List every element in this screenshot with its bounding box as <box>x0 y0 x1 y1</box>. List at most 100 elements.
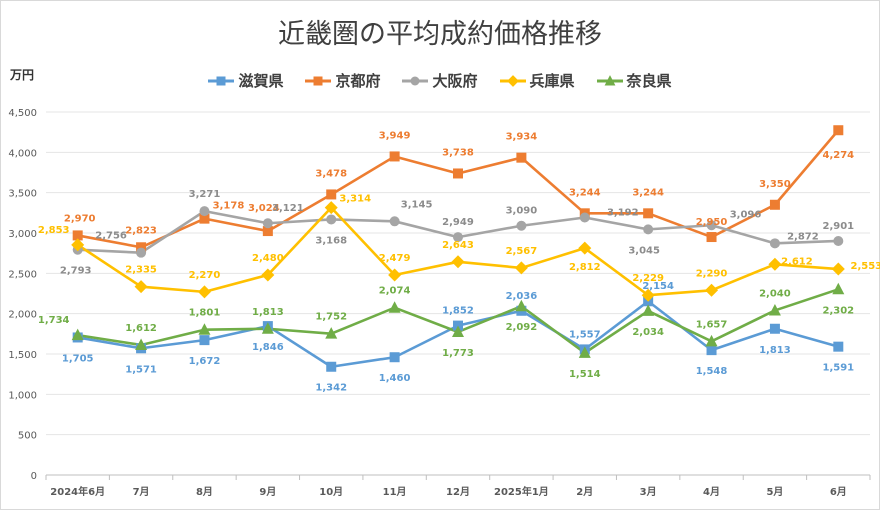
data-label: 2,901 <box>822 221 854 232</box>
data-label: 3,949 <box>379 130 411 141</box>
data-point <box>769 199 780 210</box>
data-label: 2,756 <box>95 231 127 242</box>
x-tick-label: 12月 <box>446 486 470 498</box>
data-label: 1,773 <box>442 348 474 359</box>
data-label: 2,154 <box>642 281 674 292</box>
data-label: 3,024 <box>248 203 280 214</box>
data-point <box>768 257 782 271</box>
data-label: 1,813 <box>252 307 284 318</box>
legend-item: 滋賀県 <box>208 70 283 91</box>
data-label: 1,548 <box>696 366 728 377</box>
data-point <box>833 235 844 246</box>
y-tick-label: 4,000 <box>8 148 37 159</box>
data-point <box>134 280 148 294</box>
data-label: 1,852 <box>442 306 474 317</box>
data-point <box>643 224 654 235</box>
y-tick-label: 2,500 <box>8 269 37 280</box>
legend-marker-shape <box>506 74 519 87</box>
data-point <box>831 262 845 276</box>
data-point <box>832 282 845 295</box>
data-label: 2,040 <box>759 288 791 299</box>
data-label: 3,121 <box>272 203 304 214</box>
data-point <box>706 345 717 356</box>
legend-marker <box>499 74 526 87</box>
data-label: 2,872 <box>787 231 819 242</box>
data-point <box>706 220 717 231</box>
data-point <box>515 299 528 312</box>
data-label: 2,290 <box>696 268 728 279</box>
data-point <box>516 220 527 231</box>
x-tick-label: 6月 <box>830 486 847 498</box>
x-tick-label: 7月 <box>133 486 150 498</box>
data-label: 2,823 <box>125 225 157 236</box>
legend-label: 京都府 <box>335 72 381 90</box>
data-point <box>198 323 211 335</box>
data-point <box>389 151 400 162</box>
data-label: 2,036 <box>506 291 538 302</box>
data-point <box>262 226 273 237</box>
data-point <box>833 341 844 352</box>
legend-label: 兵庫県 <box>529 72 575 90</box>
data-point <box>136 242 147 253</box>
x-tick-label: 4月 <box>703 486 720 498</box>
data-label: 1,514 <box>569 369 601 380</box>
data-label: 2,479 <box>379 253 411 264</box>
data-label: 2,480 <box>252 253 284 264</box>
data-point <box>261 268 275 282</box>
y-tick-label: 2,000 <box>8 310 37 321</box>
y-axis-unit-label: 万円 <box>10 68 35 82</box>
data-label: 1,801 <box>189 308 221 319</box>
data-point <box>642 304 655 316</box>
data-label: 3,045 <box>628 245 660 256</box>
data-label: 2,853 <box>38 225 70 236</box>
data-label: 1,734 <box>38 315 70 326</box>
x-tick-label: 10月 <box>319 486 343 498</box>
data-point <box>261 322 274 334</box>
y-tick-label: 1,500 <box>8 350 37 361</box>
data-label: 1,342 <box>315 383 347 394</box>
data-point <box>578 241 592 255</box>
data-point <box>326 361 337 372</box>
data-label: 2,270 <box>189 270 221 281</box>
legend-item: 奈良県 <box>596 70 672 91</box>
data-point <box>199 335 210 346</box>
data-point <box>326 189 337 200</box>
data-point <box>199 206 210 217</box>
x-tick-label: 2024年6月 <box>50 485 105 498</box>
data-label: 3,244 <box>632 187 664 198</box>
data-point <box>579 212 590 223</box>
legend-item: 京都府 <box>305 70 380 91</box>
data-label: 2,950 <box>696 217 728 228</box>
legend-marker <box>208 76 235 85</box>
legend-marker-shape <box>216 76 226 85</box>
data-point <box>389 216 400 227</box>
data-label: 2,335 <box>125 265 157 276</box>
y-tick-label: 0 <box>31 471 37 482</box>
data-label: 1,846 <box>252 342 284 353</box>
data-label: 1,752 <box>315 312 347 323</box>
data-label: 2,092 <box>506 322 538 333</box>
legend-item: 兵庫県 <box>499 70 575 91</box>
data-label: 2,793 <box>60 266 92 277</box>
data-point <box>136 247 147 258</box>
data-point <box>452 325 464 337</box>
x-tick-label: 2月 <box>576 486 593 498</box>
data-label: 1,591 <box>822 363 854 374</box>
data-point <box>768 303 781 316</box>
data-label: 1,657 <box>696 319 728 330</box>
x-tick-label: 5月 <box>766 486 783 498</box>
data-point <box>643 208 654 219</box>
data-label: 1,813 <box>759 345 791 356</box>
data-point <box>706 232 717 243</box>
data-point <box>514 261 528 275</box>
y-tick-label: 3,000 <box>8 229 37 240</box>
data-point <box>389 352 400 363</box>
x-tick-label: 9月 <box>259 486 276 498</box>
y-tick-label: 1,000 <box>8 390 37 401</box>
data-point <box>769 323 780 334</box>
legend-marker-shape <box>410 76 420 85</box>
data-label: 2,302 <box>822 305 854 316</box>
data-point <box>516 152 527 163</box>
data-label: 3,096 <box>730 209 762 220</box>
data-label: 1,672 <box>189 356 221 367</box>
